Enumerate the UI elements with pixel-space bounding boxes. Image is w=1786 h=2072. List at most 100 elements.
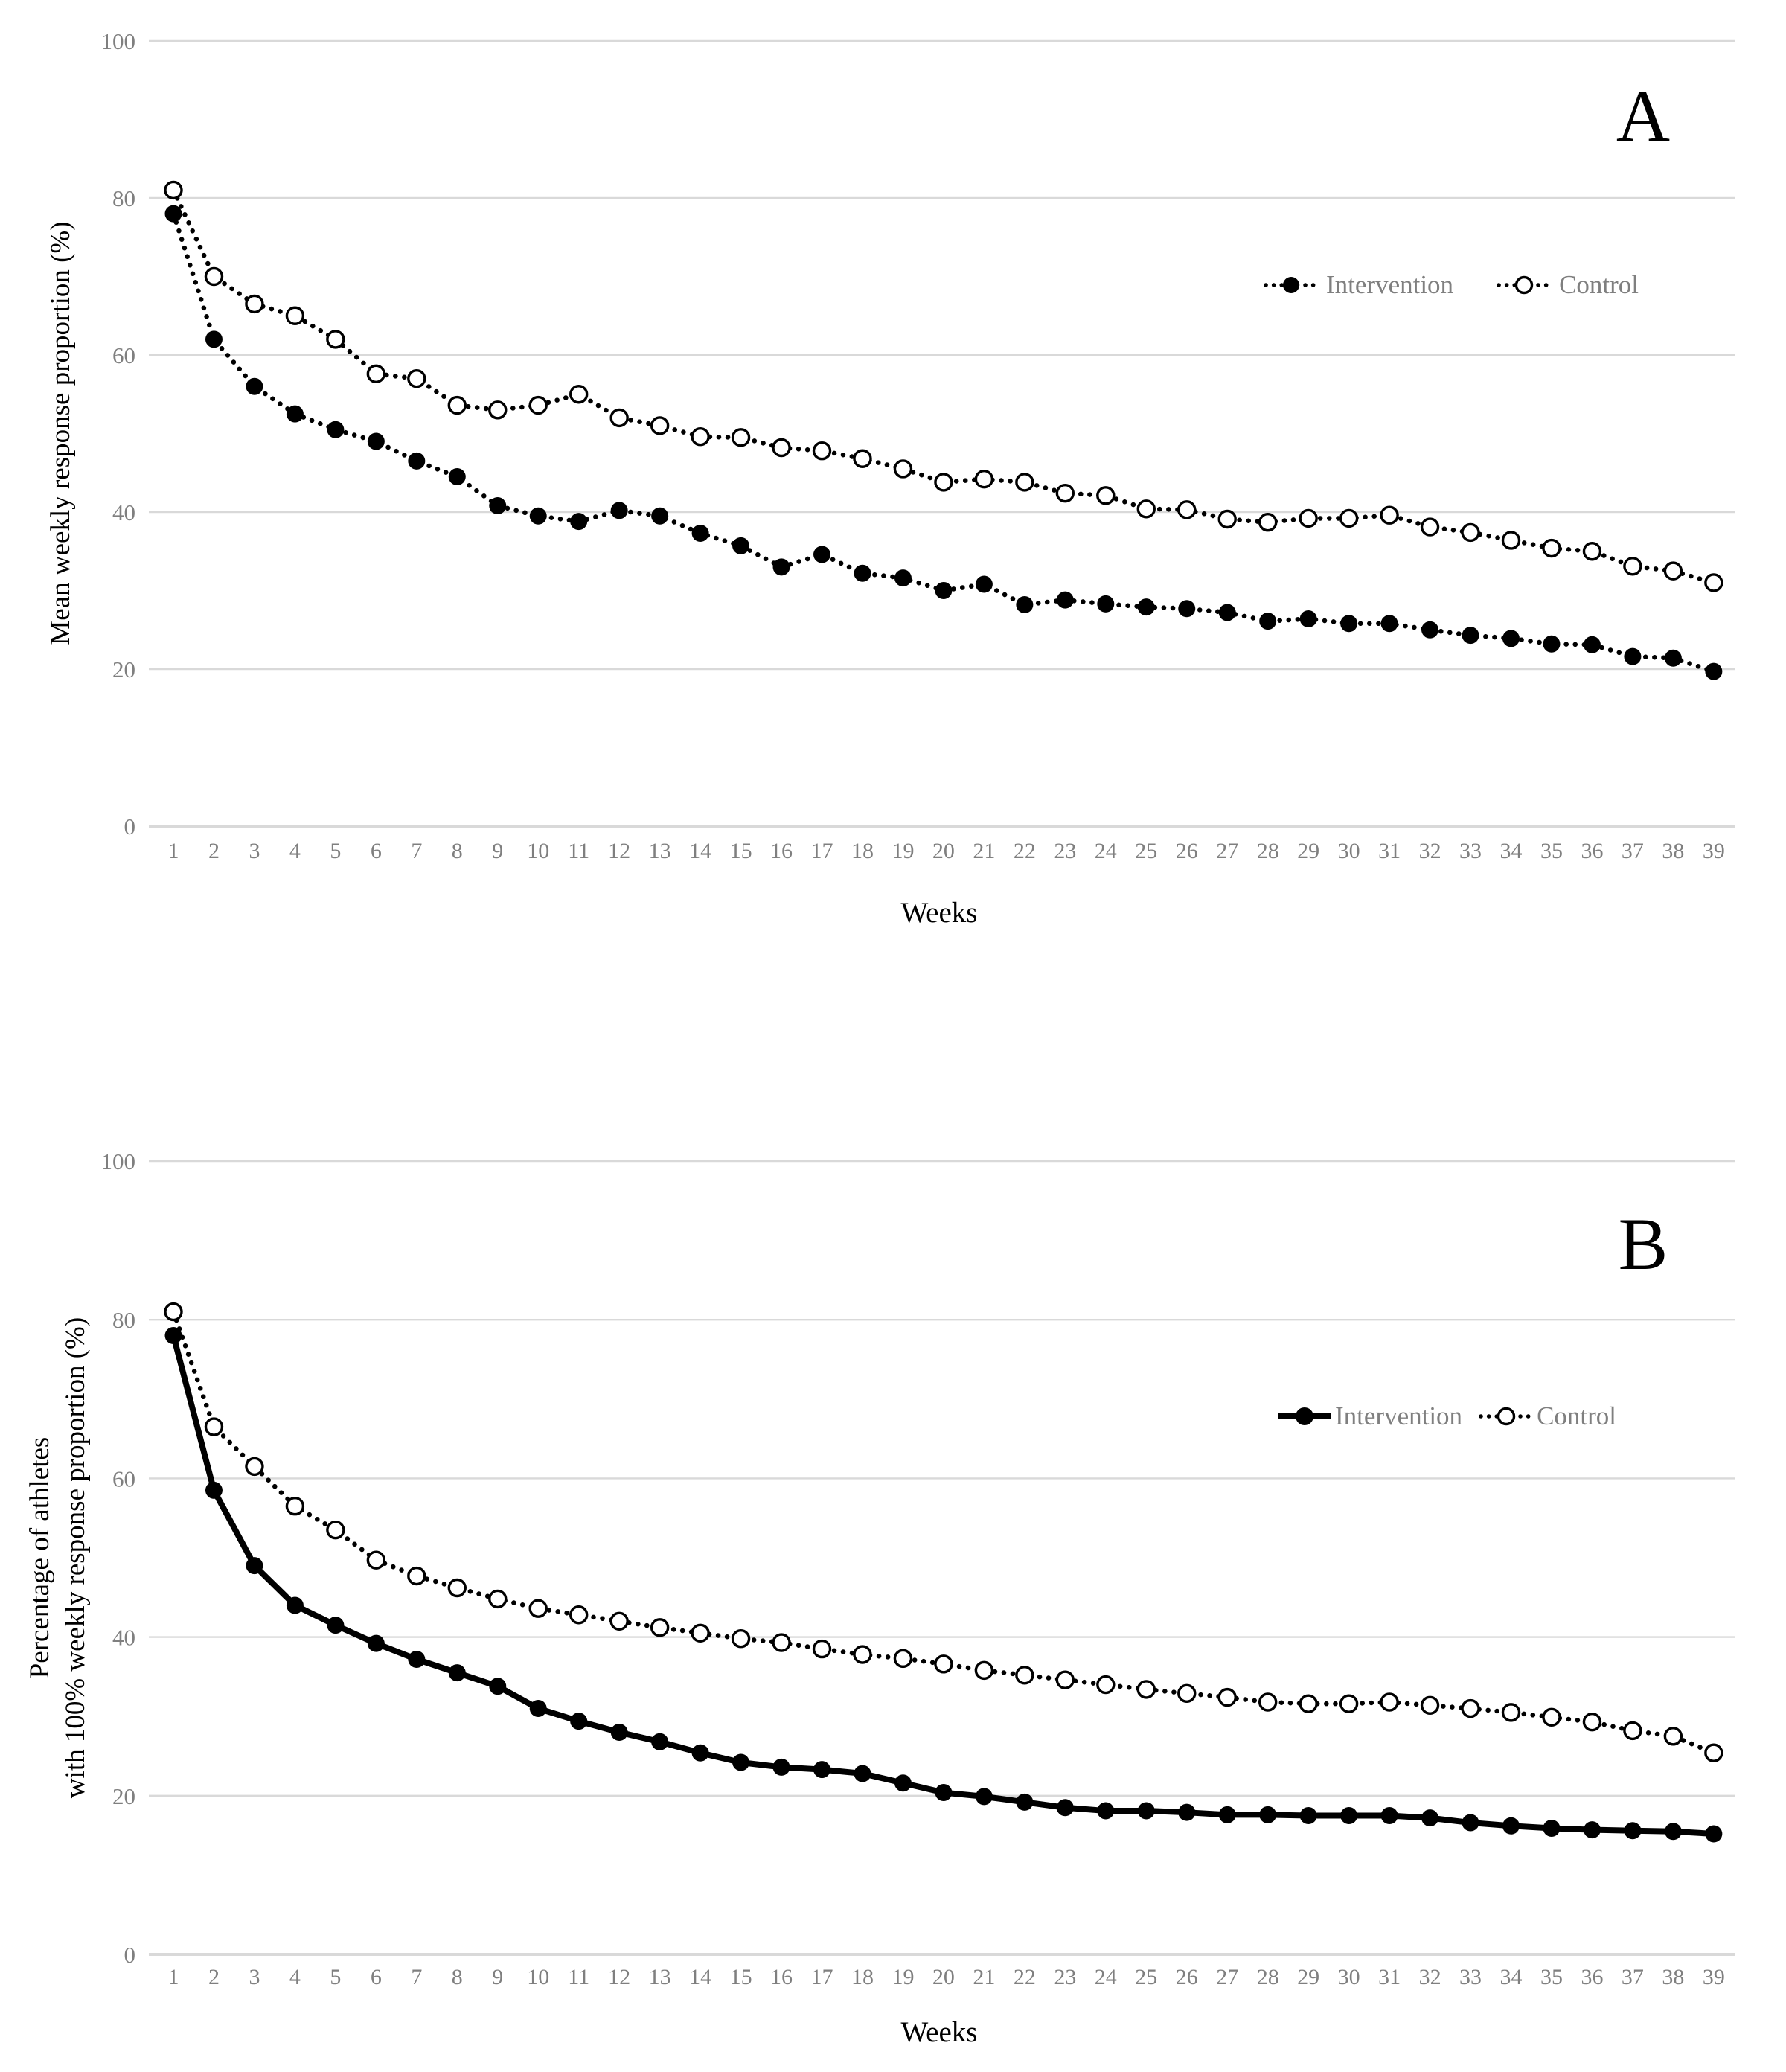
data-point-marker bbox=[1704, 1743, 1723, 1762]
y-tick-label: 60 bbox=[112, 1465, 135, 1491]
x-tick-label: 3 bbox=[249, 1965, 260, 1989]
panel-b-letter: B bbox=[1618, 1203, 1668, 1285]
data-point-marker bbox=[1705, 662, 1723, 680]
data-point-marker bbox=[691, 427, 710, 447]
data-point-marker bbox=[205, 330, 223, 348]
data-point-marker bbox=[1055, 1670, 1075, 1689]
x-tick-label: 23 bbox=[1054, 839, 1076, 863]
data-point-marker bbox=[1542, 538, 1561, 558]
data-point-marker bbox=[1096, 486, 1116, 505]
x-tick-label: 29 bbox=[1297, 839, 1319, 863]
x-tick-label: 9 bbox=[492, 1965, 503, 1989]
data-point-marker bbox=[367, 432, 385, 450]
data-point-marker bbox=[1096, 1675, 1116, 1695]
y-tick-label: 60 bbox=[112, 342, 135, 368]
x-tick-label: 27 bbox=[1216, 839, 1238, 863]
x-tick-label: 14 bbox=[689, 1965, 711, 1989]
panel-b-y-axis-title-line2: with 100% weekly response proportion (%) bbox=[60, 1317, 91, 1799]
data-point-marker bbox=[609, 1611, 629, 1631]
x-tick-label: 26 bbox=[1176, 1965, 1198, 1989]
x-tick-label: 1 bbox=[168, 1965, 179, 1989]
data-point-marker bbox=[1299, 1806, 1317, 1824]
data-point-marker bbox=[286, 405, 304, 423]
x-tick-label: 28 bbox=[1257, 1965, 1279, 1989]
data-point-marker bbox=[1461, 1698, 1480, 1718]
x-tick-label: 19 bbox=[892, 839, 914, 863]
y-tick-label: 100 bbox=[101, 1148, 136, 1174]
data-point-marker bbox=[448, 468, 466, 486]
data-point-marker bbox=[285, 1497, 305, 1516]
data-point-marker bbox=[1258, 513, 1278, 532]
data-point-marker bbox=[366, 1550, 386, 1570]
x-tick-label: 5 bbox=[330, 839, 341, 863]
x-tick-label: 33 bbox=[1459, 1965, 1482, 1989]
data-point-marker bbox=[1258, 1692, 1278, 1712]
panel-a-legend: Intervention Control bbox=[1264, 266, 1639, 304]
panel-b-legend: Intervention Control bbox=[1277, 1397, 1616, 1436]
data-point-marker bbox=[1259, 613, 1277, 630]
data-point-marker bbox=[893, 459, 913, 479]
data-point-marker bbox=[1136, 1680, 1156, 1699]
data-point-marker bbox=[1421, 621, 1439, 639]
x-tick-label: 24 bbox=[1095, 839, 1117, 863]
panel-a-x-axis-title: Weeks bbox=[900, 897, 978, 929]
x-tick-label: 23 bbox=[1054, 1965, 1076, 1989]
data-point-marker bbox=[1259, 1806, 1277, 1823]
data-point-marker bbox=[1380, 505, 1399, 525]
data-point-marker bbox=[326, 330, 345, 349]
x-tick-label: 20 bbox=[932, 1965, 955, 1989]
data-point-marker bbox=[407, 1566, 426, 1586]
data-point-marker bbox=[246, 377, 263, 395]
data-point-marker bbox=[408, 1650, 426, 1668]
data-point-marker bbox=[732, 537, 750, 554]
x-tick-label: 39 bbox=[1703, 839, 1725, 863]
data-point-marker bbox=[1461, 522, 1480, 543]
data-point-marker bbox=[1663, 1727, 1683, 1746]
data-point-marker bbox=[934, 473, 953, 492]
data-point-marker bbox=[772, 438, 791, 458]
data-point-marker bbox=[488, 1589, 508, 1609]
x-tick-label: 32 bbox=[1419, 1965, 1441, 1989]
panel-b-legend-label-intervention: Intervention bbox=[1335, 1401, 1463, 1430]
data-point-marker bbox=[1137, 598, 1155, 616]
data-point-marker bbox=[1543, 1820, 1561, 1838]
data-point-marker bbox=[1582, 1712, 1602, 1732]
x-tick-label: 2 bbox=[208, 839, 220, 863]
data-point-marker bbox=[569, 385, 589, 404]
data-point-marker bbox=[1097, 595, 1115, 613]
data-point-marker bbox=[528, 1599, 548, 1618]
data-point-marker bbox=[691, 524, 709, 542]
y-tick-label: 100 bbox=[101, 28, 136, 54]
x-tick-label: 19 bbox=[892, 1965, 914, 1989]
x-tick-label: 25 bbox=[1135, 839, 1157, 863]
data-point-marker bbox=[204, 266, 224, 287]
data-point-marker bbox=[327, 421, 345, 438]
data-point-marker bbox=[570, 1713, 588, 1730]
data-point-marker bbox=[1543, 635, 1561, 653]
data-point-marker bbox=[1705, 1825, 1723, 1843]
x-tick-label: 20 bbox=[932, 839, 955, 863]
data-point-marker bbox=[367, 1634, 385, 1652]
data-point-marker bbox=[772, 1633, 791, 1652]
data-point-marker bbox=[813, 546, 831, 563]
data-point-marker bbox=[610, 502, 628, 519]
data-point-marker bbox=[1218, 1806, 1236, 1823]
data-point-marker bbox=[894, 569, 912, 587]
data-point-marker bbox=[610, 1724, 628, 1742]
series-markers-intervention-b bbox=[164, 1327, 1723, 1843]
data-point-marker bbox=[1421, 1809, 1439, 1827]
data-point-marker bbox=[1299, 610, 1317, 627]
data-point-marker bbox=[731, 428, 751, 447]
x-tick-label: 22 bbox=[1014, 839, 1036, 863]
data-point-marker bbox=[975, 575, 993, 593]
x-tick-label: 2 bbox=[208, 1965, 220, 1989]
panel-b-y-axis-title-line1: Percentage of athletes bbox=[25, 1436, 55, 1679]
data-point-marker bbox=[1299, 1694, 1318, 1713]
data-point-marker bbox=[205, 1481, 223, 1499]
panel-b-legend-label-control: Control bbox=[1537, 1401, 1617, 1430]
x-tick-label: 5 bbox=[330, 1965, 341, 1989]
data-point-marker bbox=[853, 449, 872, 468]
panel-b-legend-item-control: Control bbox=[1479, 1401, 1616, 1431]
data-point-marker bbox=[326, 1520, 345, 1540]
x-tick-label: 11 bbox=[568, 1965, 589, 1989]
